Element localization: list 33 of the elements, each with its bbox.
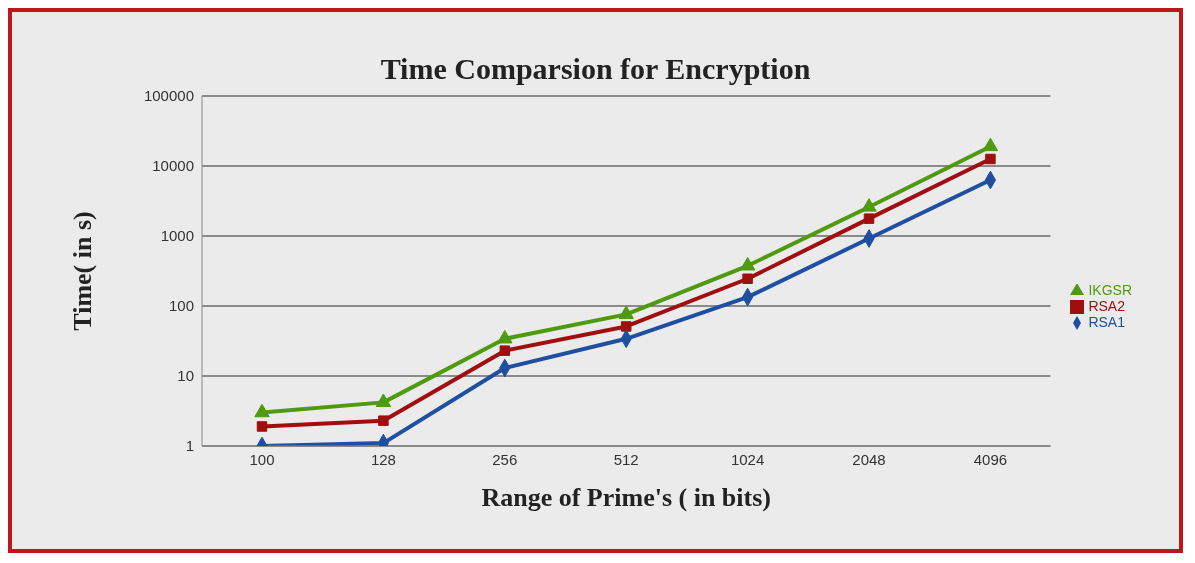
point	[375, 393, 392, 408]
x-tick-label: 100	[249, 450, 275, 468]
point	[985, 153, 996, 165]
y-tick-label: 1000	[160, 227, 194, 245]
legend-label: RSA1	[1088, 314, 1125, 331]
point	[256, 421, 268, 432]
legend-label: IKGSR	[1088, 281, 1132, 298]
x-tick-label: 256	[492, 450, 518, 468]
legend-label: RSA2	[1088, 297, 1125, 314]
x-tick-label: 1024	[730, 450, 765, 468]
x-axis-title: Range of Prime's ( in bits)	[481, 483, 772, 512]
y-tick-label: 1	[185, 437, 194, 455]
point	[861, 198, 877, 212]
point	[742, 273, 753, 284]
point	[497, 329, 513, 344]
point	[982, 137, 999, 152]
point	[499, 345, 511, 356]
x-tick-label: 512	[613, 450, 639, 468]
point	[739, 256, 756, 271]
x-tick-label: 128	[370, 450, 396, 468]
y-tick-label: 100000	[143, 87, 194, 105]
y-tick-label: 100	[168, 297, 194, 315]
chart-title: Time Comparsion for Encryption	[379, 52, 812, 86]
x-tick-label: 2048	[852, 450, 886, 468]
y-axis-title: Time( in s)	[68, 211, 98, 331]
y-tick-label: 10000	[152, 157, 194, 175]
point	[618, 305, 634, 320]
point	[863, 213, 875, 224]
point	[378, 415, 389, 426]
point	[620, 321, 632, 332]
x-tick-label: 4096	[973, 450, 1008, 468]
y-tick-label: 10	[177, 367, 194, 385]
point	[254, 403, 270, 418]
